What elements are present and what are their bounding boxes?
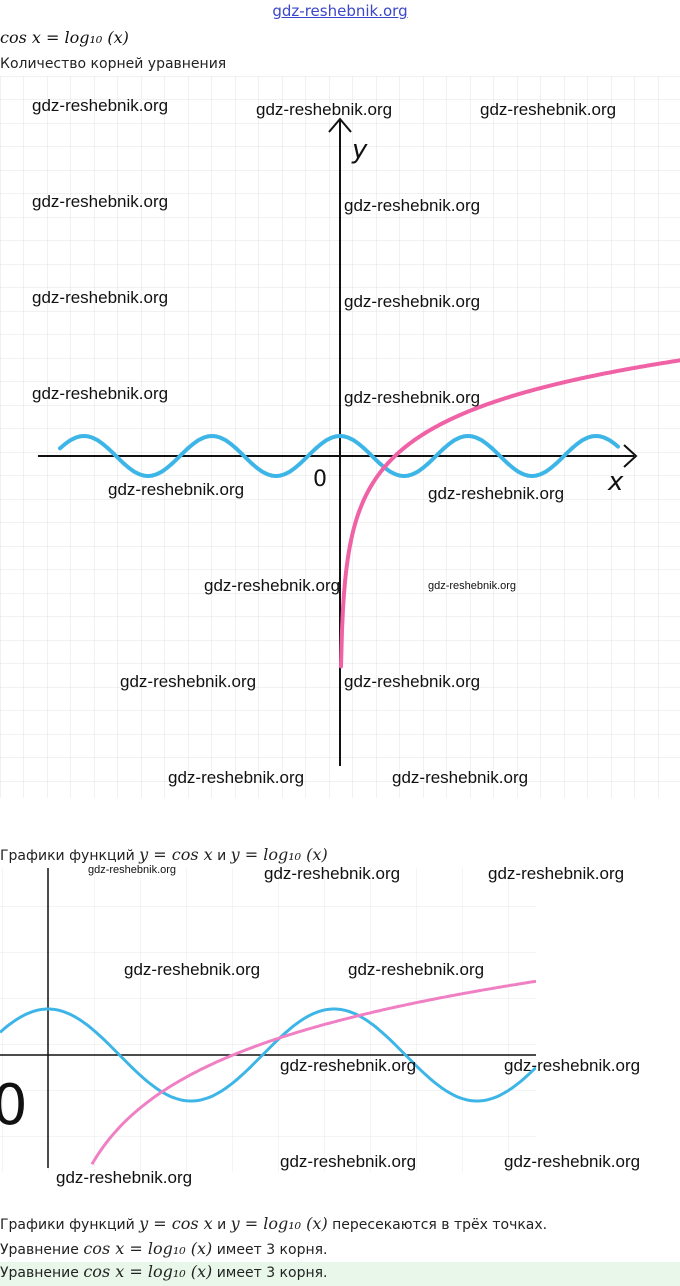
equation-title: cos x = log₁₀ (x) (0, 28, 129, 47)
watermark: gdz-reshebnik.org (120, 672, 257, 691)
x-axis-arrow (623, 444, 638, 468)
watermark: gdz-reshebnik.org (428, 580, 517, 592)
watermark: gdz-reshebnik.org (204, 576, 341, 595)
site-link[interactable]: gdz-reshebnik.org (272, 2, 408, 20)
watermark: gdz-reshebnik.org (504, 1056, 641, 1075)
watermark: gdz-reshebnik.org (264, 864, 401, 883)
graph-figure-1: y x 0 (0, 76, 680, 798)
watermark: gdz-reshebnik.org (488, 864, 625, 883)
watermark: gdz-reshebnik.org (88, 864, 177, 876)
watermark: gdz-reshebnik.org (168, 768, 305, 787)
watermark: gdz-reshebnik.org (344, 196, 481, 215)
answer-line-1: Графики функций y = cos x и y = log₁₀ (x… (0, 1214, 548, 1233)
watermark: gdz-reshebnik.org (32, 192, 169, 211)
watermark: gdz-reshebnik.org (428, 484, 565, 503)
grid-background-2 (0, 868, 536, 1172)
log-curve-2 (90, 979, 536, 1165)
y-axis-label: y (351, 135, 368, 165)
question-prompt: Количество корней уравнения (0, 56, 227, 72)
log-curve (339, 358, 680, 669)
graph-figure-2: 0 (0, 868, 536, 1172)
x-axis-label: x (607, 467, 624, 497)
graph-caption: Графики функций y = cos x и y = log₁₀ (x… (0, 845, 328, 864)
watermark: gdz-reshebnik.org (280, 1056, 417, 1075)
watermark: gdz-reshebnik.org (32, 288, 169, 307)
origin-label-2: 0 (0, 1073, 28, 1138)
watermark: gdz-reshebnik.org (344, 292, 481, 311)
watermark: gdz-reshebnik.org (256, 100, 393, 119)
watermark: gdz-reshebnik.org (32, 96, 169, 115)
watermark: gdz-reshebnik.org (56, 1168, 193, 1187)
answer-line-2: Уравнение cos x = log₁₀ (x) имеет 3 корн… (0, 1239, 328, 1258)
watermark: gdz-reshebnik.org (280, 1152, 417, 1171)
answer-line-3-highlighted: Уравнение cos x = log₁₀ (x) имеет 3 корн… (0, 1262, 680, 1286)
origin-label: 0 (313, 467, 327, 492)
watermark: gdz-reshebnik.org (392, 768, 529, 787)
watermark: gdz-reshebnik.org (348, 960, 485, 979)
y-axis-arrow (328, 117, 352, 133)
watermark: gdz-reshebnik.org (32, 384, 169, 403)
cos-curve (58, 433, 620, 479)
cos-curve-2 (0, 1007, 536, 1103)
watermark: gdz-reshebnik.org (344, 672, 481, 691)
watermark: gdz-reshebnik.org (124, 960, 261, 979)
watermark: gdz-reshebnik.org (504, 1152, 641, 1171)
watermark: gdz-reshebnik.org (108, 480, 245, 499)
watermark: gdz-reshebnik.org (480, 100, 617, 119)
watermark: gdz-reshebnik.org (344, 388, 481, 407)
